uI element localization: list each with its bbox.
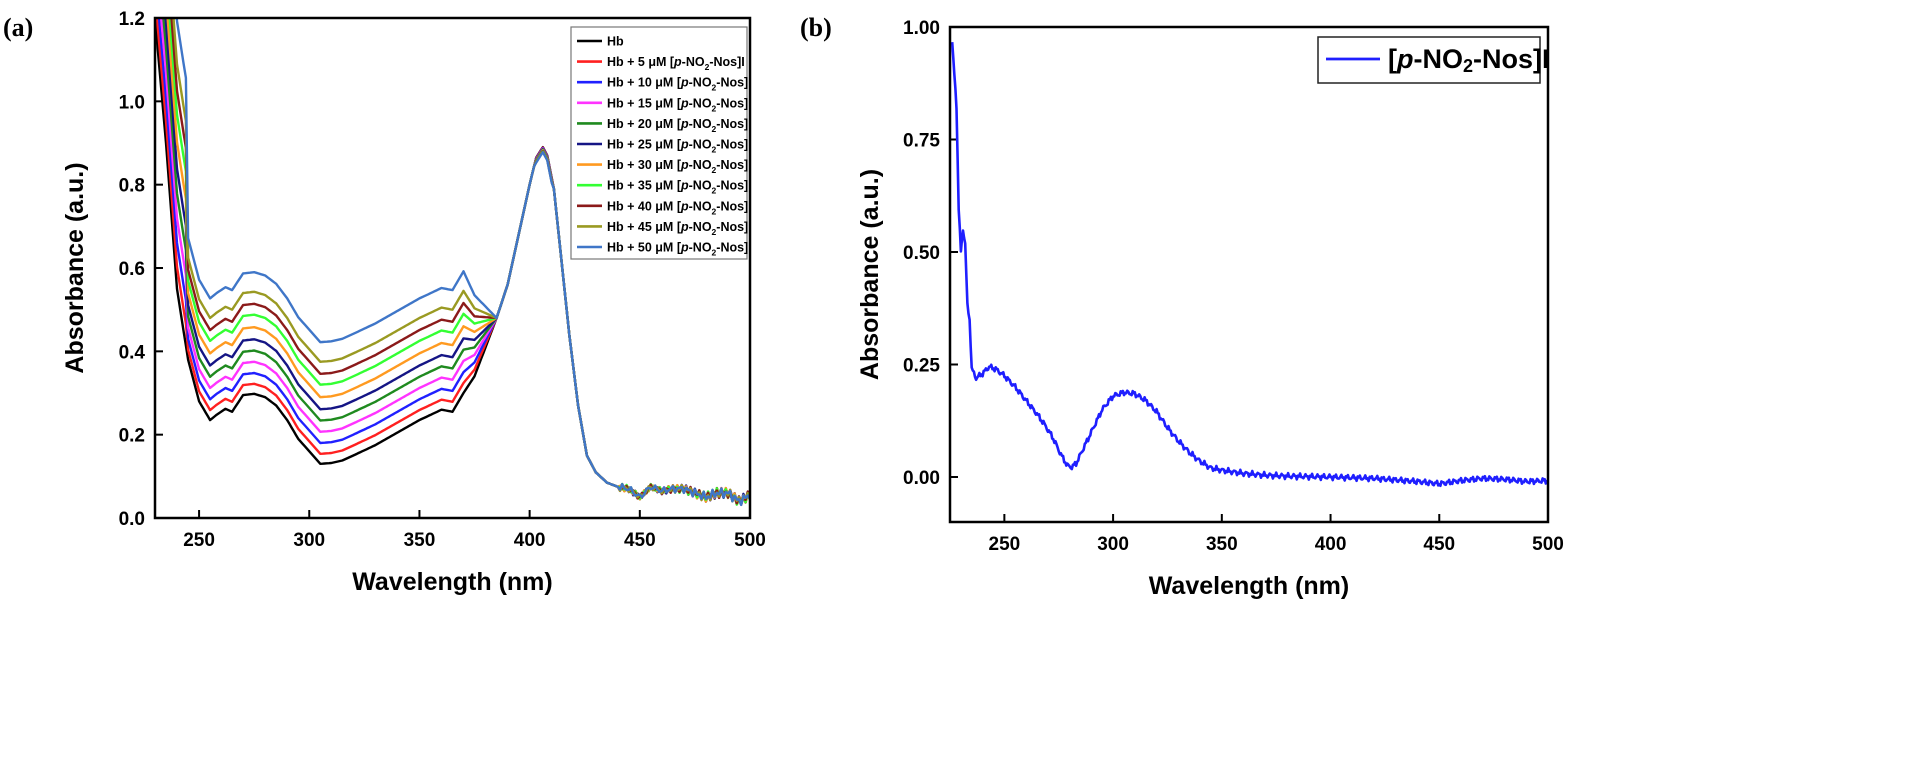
x-tick-label: 300 bbox=[293, 530, 325, 551]
y-tick-label: 0.00 bbox=[903, 468, 940, 489]
legend-label: Hb + 35 μM [p-NO2-Nos]I bbox=[607, 179, 752, 196]
series-lines bbox=[155, 18, 750, 507]
y-tick-label: 0.75 bbox=[903, 131, 940, 152]
panel-label: (b) bbox=[800, 13, 832, 42]
x-tick-label: 450 bbox=[624, 530, 656, 551]
chart-a: (a) 250 300 350 400 450 500 0.0 0.2 0.4 0.6 0.8 1.0 1… bbox=[3, 9, 766, 596]
y-tick-label: 0.6 bbox=[119, 259, 145, 280]
chart-b: (b) 250 300 350 400 450 500 0.00 0.25 0.50 0.75 1.0… bbox=[800, 13, 1564, 600]
x-tick-label: 350 bbox=[1206, 534, 1238, 555]
plot-frame bbox=[948, 25, 1550, 524]
y-tick-label: 0.25 bbox=[903, 356, 940, 377]
x-tick-label: 400 bbox=[514, 530, 546, 551]
plot-frame bbox=[153, 16, 752, 520]
y-tick-label: 0.50 bbox=[903, 243, 940, 264]
y-axis-title: Absorbance (a.u.) bbox=[856, 169, 884, 380]
x-axis-title: Wavelength (nm) bbox=[352, 568, 552, 596]
legend-label: Hb + 20 μM [p-NO2-Nos]I bbox=[607, 117, 752, 134]
x-tick-label: 350 bbox=[404, 530, 436, 551]
y-tick-label: 0.4 bbox=[119, 342, 146, 363]
y-tick-label: 1.00 bbox=[903, 18, 940, 39]
legend-label: Hb + 40 μM [p-NO2-Nos]I bbox=[607, 199, 752, 216]
x-tick-label: 400 bbox=[1315, 534, 1347, 555]
x-tick-label: 500 bbox=[734, 530, 766, 551]
x-tick-label: 250 bbox=[989, 534, 1021, 555]
legend: Hb Hb + 5 μM [p-NO2-Nos]I Hb + 10 μM [p-NO… bbox=[570, 26, 752, 260]
x-tick-label: 450 bbox=[1423, 534, 1455, 555]
y-tick-label: 1.0 bbox=[119, 92, 145, 113]
legend-label: Hb + 50 μM [p-NO2-Nos]I bbox=[607, 241, 752, 258]
y-tick-label: 1.2 bbox=[119, 9, 145, 30]
series-line bbox=[170, 18, 750, 505]
x-tick-label: 500 bbox=[1532, 534, 1564, 555]
x-axis-title: Wavelength (nm) bbox=[1149, 572, 1349, 600]
y-tick-label: 0.0 bbox=[119, 509, 145, 530]
series-line bbox=[950, 42, 1548, 488]
y-tick-label: 0.2 bbox=[119, 426, 145, 447]
series-line bbox=[172, 18, 750, 506]
series-line bbox=[175, 18, 750, 507]
legend-label: Hb + 45 μM [p-NO2-Nos]I bbox=[607, 220, 752, 237]
legend-label: Hb + 10 μM [p-NO2-Nos]I bbox=[607, 76, 752, 93]
x-tick-label: 300 bbox=[1097, 534, 1129, 555]
legend-label: Hb + 30 μM [p-NO2-Nos]I bbox=[607, 158, 752, 175]
y-tick-label: 0.8 bbox=[119, 176, 145, 197]
legend-label: Hb bbox=[607, 35, 624, 49]
panel-label: (a) bbox=[3, 13, 33, 42]
legend-label: Hb + 15 μM [p-NO2-Nos]I bbox=[607, 96, 752, 113]
legend-label: Hb + 5 μM [p-NO2-Nos]I bbox=[607, 55, 745, 72]
legend-label: Hb + 25 μM [p-NO2-Nos]I bbox=[607, 138, 752, 155]
legend: [p-NO2-Nos]I bbox=[1317, 36, 1550, 84]
x-tick-label: 250 bbox=[183, 530, 215, 551]
y-axis-title: Absorbance (a.u.) bbox=[61, 162, 89, 373]
legend-label: [p-NO2-Nos]I bbox=[1388, 44, 1550, 76]
series-lines bbox=[950, 42, 1548, 488]
